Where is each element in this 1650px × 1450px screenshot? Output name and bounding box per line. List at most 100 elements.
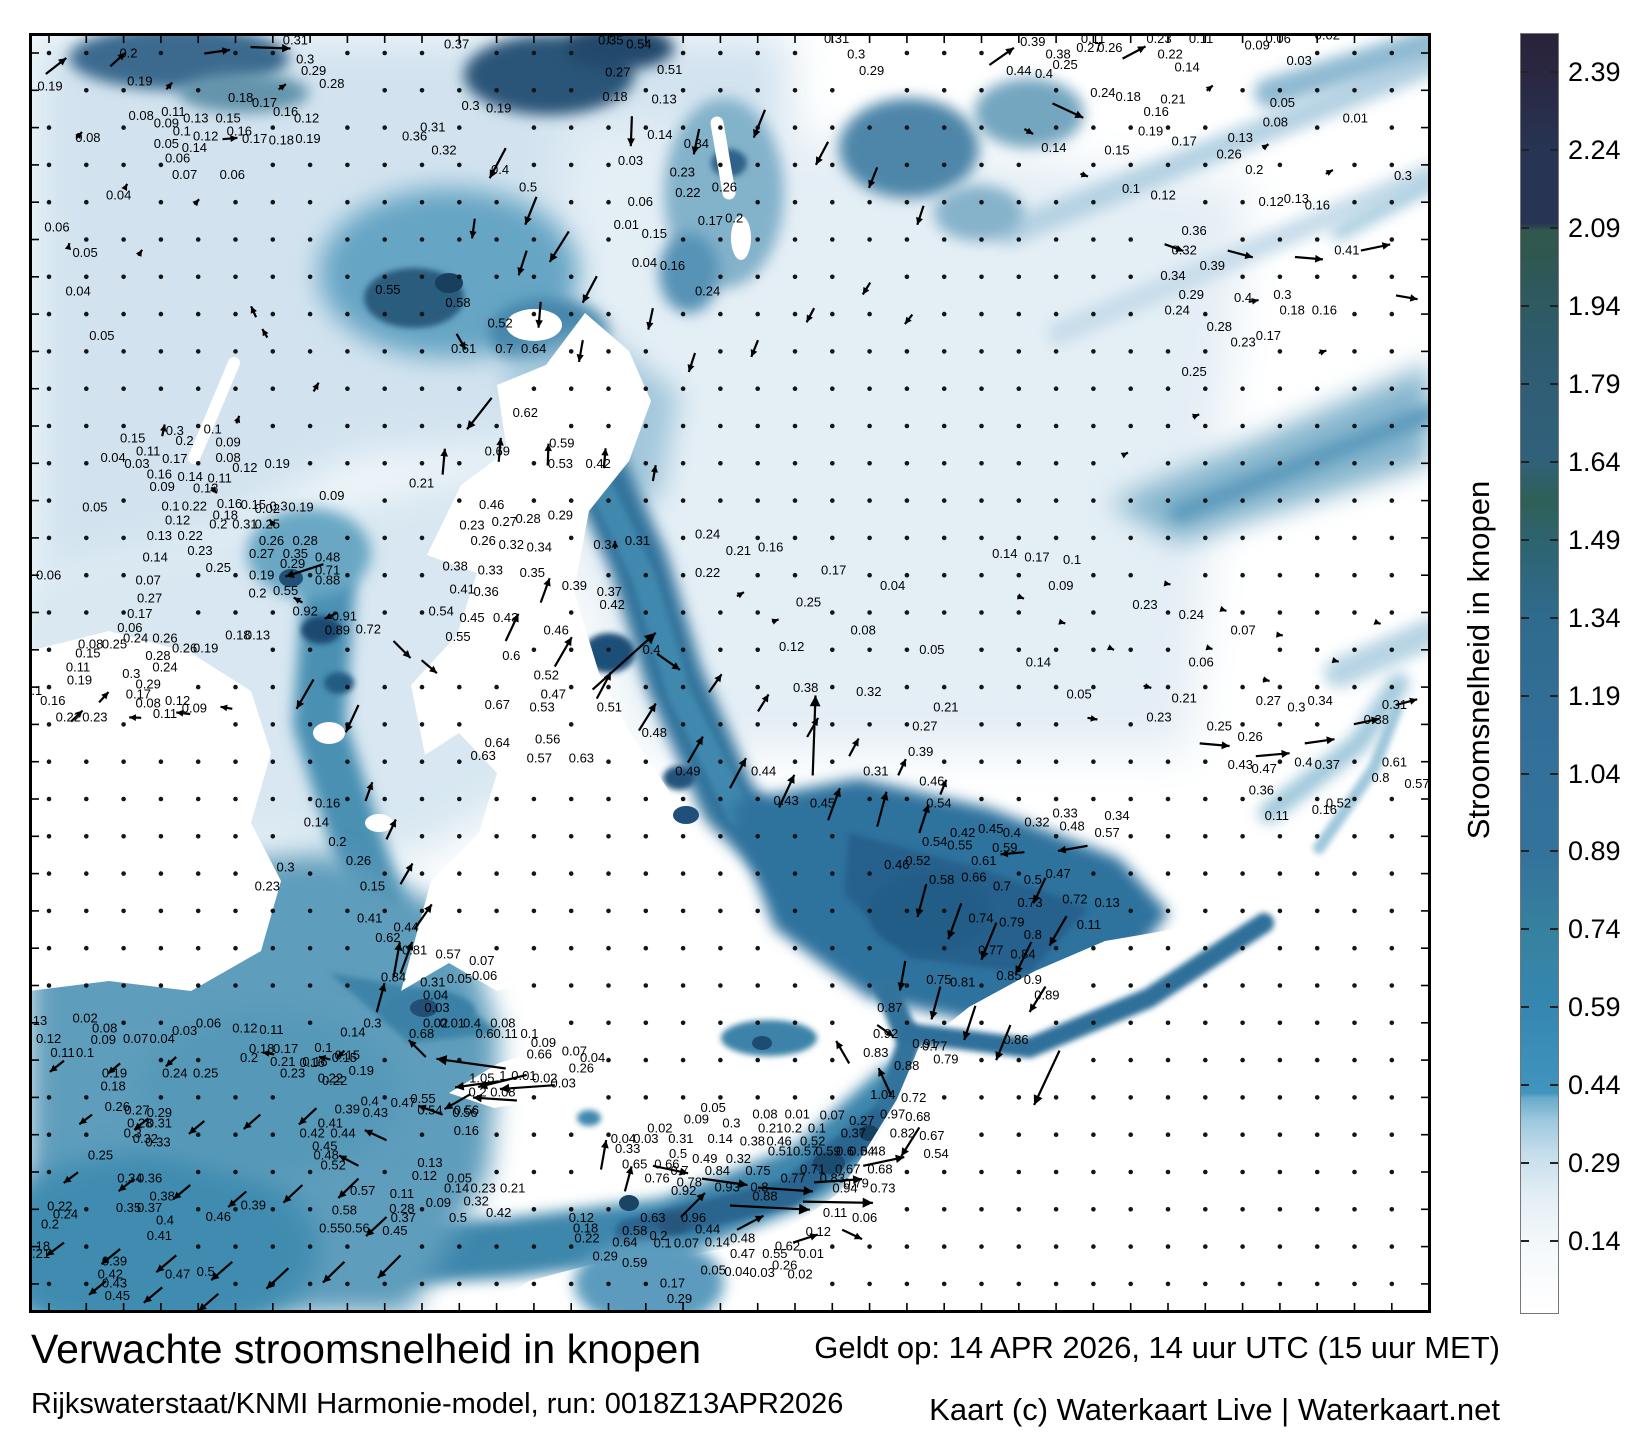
speed-label: 0.36	[473, 584, 498, 599]
colorbar-tick	[1521, 616, 1529, 619]
current-arrow	[524, 196, 538, 226]
speed-label: 0.15	[215, 111, 240, 126]
colorbar-tick	[1521, 850, 1529, 853]
speed-label: 0.58	[445, 295, 470, 310]
speed-label: 0.34	[1104, 808, 1129, 823]
speed-label: 0.08	[752, 1106, 777, 1121]
current-arrow	[701, 1177, 748, 1189]
speed-label: 0.52	[1326, 795, 1351, 810]
speed-label: 0.1	[520, 1026, 538, 1041]
speed-label: 0.48	[315, 550, 340, 565]
speed-label: 0.22	[318, 1071, 343, 1086]
speed-label: 0.1	[314, 1040, 332, 1055]
speed-label: 0.32	[1024, 815, 1049, 830]
current-arrow	[601, 448, 609, 469]
current-arrow	[129, 714, 142, 721]
speed-label: 0.4	[1035, 66, 1053, 81]
speed-label: 0.21	[500, 1181, 525, 1196]
current-arrow	[862, 1154, 905, 1167]
current-arrow	[155, 1254, 177, 1273]
speed-label: 0.06	[472, 968, 497, 983]
speed-label: 0.29	[280, 556, 305, 571]
speed-label: 0.29	[1179, 287, 1204, 302]
speed-label: 0.3	[722, 1115, 740, 1130]
current-arrow	[591, 631, 657, 691]
speed-label: 0.42	[486, 1205, 511, 1220]
current-arrow	[250, 44, 291, 53]
speed-label: 0.29	[147, 1105, 172, 1120]
speed-label: 0.57	[1404, 776, 1429, 791]
current-arrow	[496, 437, 504, 462]
speed-label: 0.36	[402, 129, 427, 144]
speed-label: 0.24	[53, 1206, 78, 1221]
speed-label: 0.04	[580, 1050, 605, 1065]
current-arrow	[1219, 605, 1227, 612]
current-arrow	[88, 1280, 107, 1296]
speed-label: 0.61	[1382, 754, 1407, 769]
speed-label: 0.47	[165, 1266, 190, 1281]
speed-label: 0.91	[332, 609, 357, 624]
current-arrow	[1087, 715, 1098, 722]
speed-label: 0.49	[692, 1151, 717, 1166]
speed-label: 0.07	[820, 1108, 845, 1123]
current-arrow	[192, 198, 200, 207]
speed-label: 0.48	[860, 1144, 885, 1159]
current-arrow	[176, 709, 191, 717]
current-arrow	[897, 758, 907, 776]
speed-label: 0.89	[325, 623, 350, 638]
colorbar-tick-label: 1.79	[1568, 368, 1621, 399]
speed-label: 0.28	[145, 648, 170, 663]
speed-label: 0.15	[332, 1050, 357, 1065]
colorbar-tick	[1521, 694, 1529, 697]
colorbar-tick	[1521, 382, 1529, 385]
current-arrow	[98, 691, 110, 704]
speed-label: 0.16	[1312, 802, 1337, 817]
current-arrow	[1248, 298, 1259, 305]
speed-label: 0.18	[249, 1041, 274, 1056]
colorbar-tick-label: 1.19	[1568, 680, 1621, 711]
speed-label: 0.41	[450, 582, 475, 597]
speed-label: 0.12	[294, 111, 319, 126]
speed-label: 0.08	[78, 637, 103, 652]
current-arrow	[222, 135, 238, 142]
speed-label: 0.24	[1090, 85, 1115, 100]
current-arrow	[736, 1214, 765, 1231]
speed-label: 0.03	[618, 153, 643, 168]
speed-label: 0.97	[880, 1106, 905, 1121]
speed-label: 0.12	[1259, 194, 1284, 209]
speed-label: 0.26	[1097, 40, 1122, 55]
speed-label: 0.12	[412, 1168, 437, 1183]
current-arrow	[876, 791, 889, 827]
current-arrow	[1057, 844, 1088, 854]
speed-label: 0.32	[499, 537, 524, 552]
speed-label: 0.3	[277, 859, 295, 874]
speed-label: 0.23	[670, 164, 695, 179]
map-frame	[29, 33, 1431, 1313]
current-arrow	[1262, 676, 1270, 683]
speed-label: 0.3	[270, 498, 288, 513]
speed-label: 0.16	[315, 795, 340, 810]
speed-label: 0.19	[102, 1066, 127, 1081]
speed-label: 0.52	[905, 853, 930, 868]
speed-label: 0.3	[1287, 699, 1305, 714]
speed-label: 0.1	[76, 1045, 94, 1060]
speed-label: 0.02	[532, 1071, 557, 1086]
current-arrow	[686, 736, 704, 764]
speed-label: 0.41	[318, 1115, 343, 1130]
speed-label: 0.79	[999, 914, 1024, 929]
current-arrow	[1318, 349, 1327, 356]
current-arrow	[535, 301, 543, 328]
speed-label: 0.26	[152, 630, 177, 645]
speed-label: 0.23	[187, 543, 212, 558]
speed-label: 0.64	[612, 1234, 637, 1249]
speed-label: 0.5	[669, 1146, 687, 1161]
speed-label: 0.26	[471, 533, 496, 548]
speed-label: 0.77	[922, 1039, 947, 1054]
speed-label: 0.24	[695, 527, 720, 542]
speed-label: 0.39	[1200, 258, 1225, 273]
current-arrow	[49, 1059, 65, 1073]
current-arrow	[1331, 657, 1339, 664]
speed-label: 0.13	[147, 528, 172, 543]
speed-label: 0.11	[1077, 917, 1101, 932]
speed-label: 0.05	[82, 500, 107, 515]
